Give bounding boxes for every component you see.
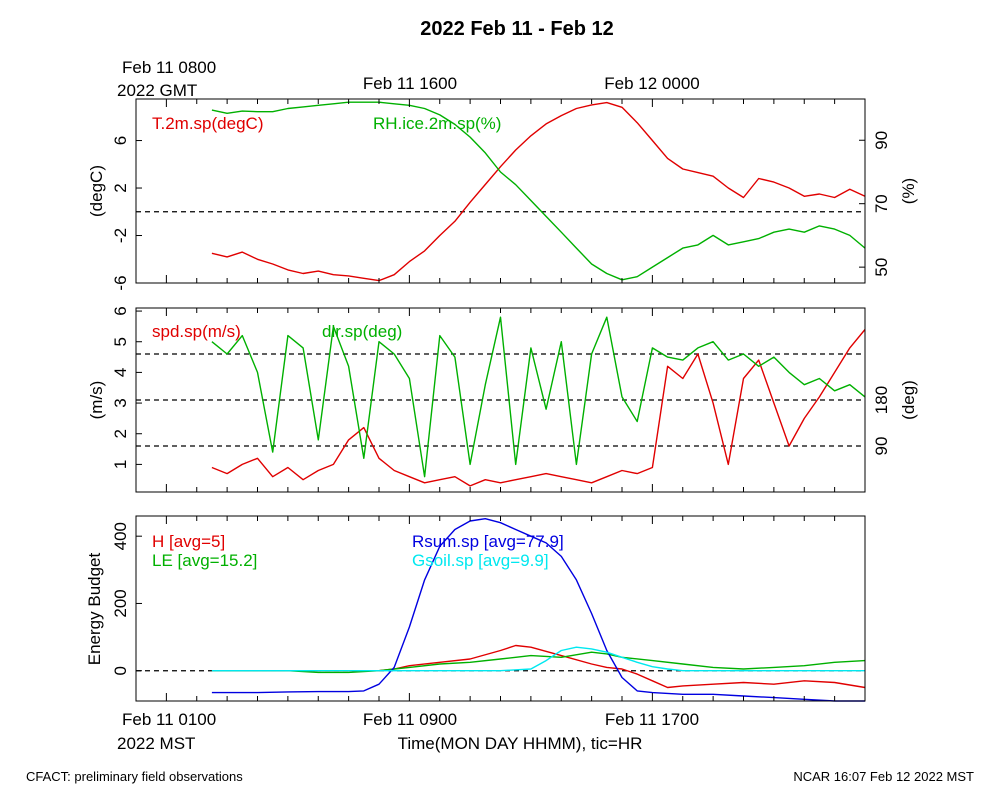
y-tick-label: -6 (111, 275, 130, 290)
y2-tick-label: 70 (872, 194, 891, 213)
series-line-cyan (211, 646, 865, 672)
series-line-green (211, 316, 866, 478)
rsum-legend: Rsum.sp [avg=77.9] (412, 532, 564, 551)
y2-tick-label: 50 (872, 258, 891, 277)
y-tick-label: 4 (111, 368, 130, 377)
y-tick-label: 400 (111, 522, 130, 550)
y-tick-label: 0 (111, 666, 130, 675)
footer-right-note: NCAR 16:07 Feb 12 2022 MST (793, 769, 974, 784)
x-start-label-line1: Feb 11 0100 (122, 710, 216, 729)
y-tick-label: 2 (111, 183, 130, 192)
y2-tick-label: 180 (872, 386, 891, 414)
series-line-blue (211, 518, 865, 702)
series-line-green (211, 101, 866, 281)
series-line-red (211, 101, 866, 282)
footer-left-note: CFACT: preliminary field observations (26, 769, 243, 784)
y-tick-label: -2 (111, 228, 130, 243)
temperature-legend: T.2m.sp(degC) (152, 114, 263, 133)
y-tick-label: 2 (111, 429, 130, 438)
panel-2-right-axis-label: (deg) (899, 380, 918, 420)
y-tick-label: 1 (111, 460, 130, 469)
humidity-legend: RH.ice.2m.sp(%) (373, 114, 501, 133)
wind-direction-legend: dir.sp(deg) (322, 322, 402, 341)
gmt-tick-label-2: Feb 12 0000 (604, 74, 699, 93)
y-tick-label: 200 (111, 589, 130, 617)
wind-speed-legend: spd.sp(m/s) (152, 322, 241, 341)
y-tick-label: 6 (111, 136, 130, 145)
temperature-humidity-panel: -6 -2 2 6 50 70 90 (degC) (%) T.2m.sp(degC) R… (87, 98, 918, 291)
x-tick-label-1: Feb 11 0900 (363, 710, 457, 729)
series-line-red (211, 329, 866, 487)
x-tick-label-2: Feb 11 1700 (605, 710, 699, 729)
energy-budget-panel: 0 200 400 Energy Budget H [avg=5] LE [avg=… (85, 515, 866, 702)
gsoil-legend: Gsoil.sp [avg=9.9] (412, 551, 549, 570)
y2-tick-label: 90 (872, 437, 891, 456)
gmt-start-line2: 2022 GMT (117, 81, 197, 100)
y-tick-label: 6 (111, 306, 130, 315)
panel-2-left-axis-label: (m/s) (87, 381, 106, 420)
series-line-green (211, 651, 866, 674)
series-line-red (211, 644, 866, 689)
le-flux-legend: LE [avg=15.2] (152, 551, 257, 570)
x-start-label-line2: 2022 MST (117, 734, 195, 753)
gmt-tick-label-1: Feb 11 1600 (363, 74, 457, 93)
panel-1-left-axis-label: (degC) (87, 165, 106, 217)
y-tick-label: 5 (111, 337, 130, 346)
gmt-start-line1: Feb 11 0800 (122, 58, 216, 77)
panel-1-right-axis-label: (%) (899, 178, 918, 204)
chart-title: 2022 Feb 11 - Feb 12 (420, 18, 613, 40)
panel-3-left-axis-label: Energy Budget (85, 552, 104, 665)
x-axis-label: Time(MON DAY HHMM), tic=HR (398, 734, 643, 753)
h-flux-legend: H [avg=5] (152, 532, 225, 551)
y-tick-label: 3 (111, 398, 130, 407)
wind-panel: 1 2 3 4 5 6 90 180 (m/s) (deg) spd.sp(m/s) dir… (87, 306, 918, 493)
y2-tick-label: 90 (872, 131, 891, 150)
